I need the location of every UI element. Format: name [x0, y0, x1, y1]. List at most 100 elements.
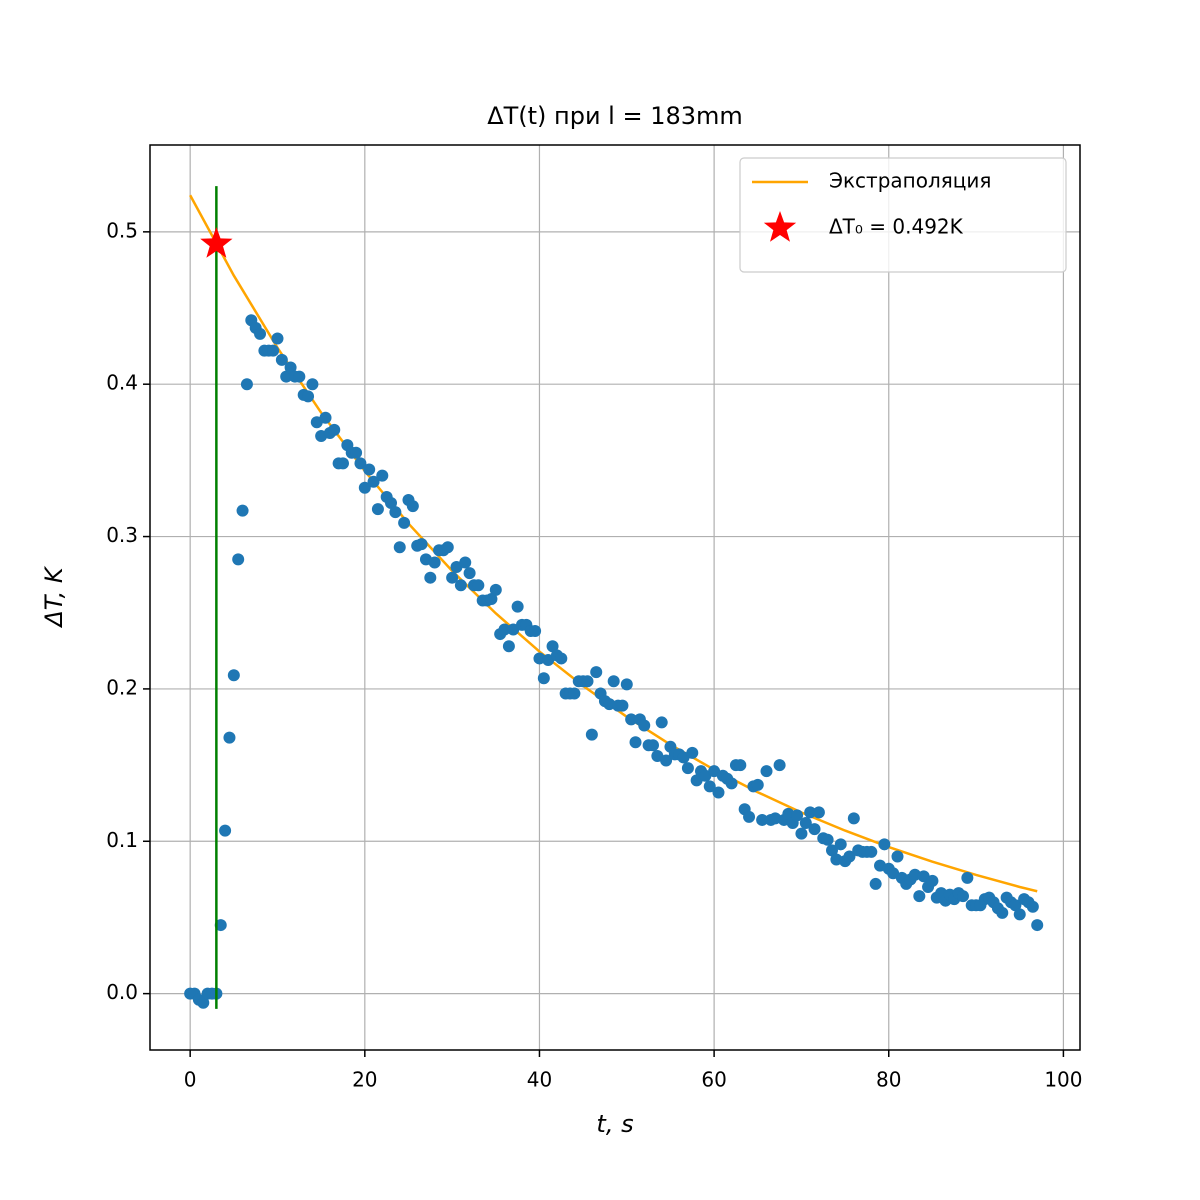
chart-title: ΔT(t) при l = 183mm: [487, 102, 743, 130]
point: [302, 390, 315, 403]
point: [913, 890, 926, 903]
point: [354, 457, 367, 470]
point: [625, 713, 638, 726]
point: [498, 623, 511, 636]
point: [568, 687, 581, 700]
point: [454, 579, 467, 592]
point: [590, 666, 603, 679]
point: [511, 600, 524, 613]
point: [712, 786, 725, 799]
point: [293, 370, 306, 383]
point: [214, 919, 227, 932]
point: [826, 844, 838, 857]
point: [812, 806, 825, 819]
point: [336, 457, 349, 470]
x-tick-label: 100: [1044, 1068, 1082, 1092]
point: [686, 746, 699, 759]
point: [306, 378, 319, 391]
y-tick-label: 0.1: [106, 828, 138, 852]
point: [620, 678, 633, 691]
point: [799, 816, 812, 829]
point: [681, 762, 694, 775]
y-tick-label: 0.2: [106, 675, 138, 699]
point: [869, 877, 882, 890]
point: [891, 850, 904, 863]
point: [1031, 919, 1044, 932]
point: [446, 571, 459, 584]
point: [489, 583, 502, 596]
point: [956, 890, 969, 903]
point: [254, 327, 267, 340]
x-tick-label: 0: [184, 1068, 197, 1092]
point: [791, 809, 804, 822]
point: [240, 378, 253, 391]
point: [847, 812, 860, 825]
x-tick-label: 20: [352, 1068, 377, 1092]
point: [865, 845, 878, 858]
point: [389, 506, 402, 519]
point: [393, 541, 406, 554]
point: [773, 759, 786, 772]
point: [376, 469, 389, 482]
legend-swatch: [763, 211, 797, 242]
point: [227, 669, 240, 682]
point: [961, 871, 974, 884]
point: [267, 344, 280, 357]
point: [428, 556, 441, 569]
point: [607, 675, 620, 688]
point: [358, 481, 371, 494]
point: [629, 736, 642, 749]
point: [502, 640, 515, 653]
point: [555, 652, 568, 665]
y-tick-label: 0.0: [106, 980, 138, 1004]
point: [546, 640, 559, 653]
point: [319, 411, 332, 424]
point: [284, 361, 297, 374]
star-marker: [200, 227, 233, 258]
point: [808, 823, 821, 836]
point: [996, 906, 1009, 919]
point: [485, 593, 498, 606]
point: [703, 780, 716, 793]
point: [441, 541, 454, 554]
x-axis-label: t, s: [596, 1110, 633, 1138]
point: [760, 765, 773, 778]
point: [804, 806, 817, 819]
point: [537, 672, 550, 685]
point: [350, 446, 363, 459]
point: [406, 500, 419, 513]
point: [646, 739, 659, 752]
point: [275, 353, 288, 366]
y-axis-label: ΔT, K: [40, 565, 68, 628]
point: [878, 838, 891, 851]
point: [472, 579, 485, 592]
point: [223, 731, 236, 744]
legend-label: ΔT₀ = 0.492K: [829, 215, 964, 239]
x-tick-label: 40: [527, 1068, 552, 1092]
x-tick-label: 80: [876, 1068, 901, 1092]
point: [459, 556, 472, 569]
point: [843, 850, 856, 863]
point: [1009, 899, 1022, 912]
legend-label: Экстраполяция: [829, 169, 991, 193]
point: [638, 719, 651, 732]
point: [581, 675, 594, 688]
point: [926, 874, 939, 887]
point: [415, 538, 428, 551]
point: [743, 810, 756, 823]
point: [1013, 908, 1026, 921]
point: [529, 625, 542, 638]
point: [616, 699, 629, 712]
point: [655, 716, 668, 729]
y-tick-label: 0.3: [106, 523, 138, 547]
point: [385, 497, 398, 510]
point: [371, 503, 384, 516]
point: [363, 463, 376, 476]
y-tick-label: 0.5: [106, 218, 138, 242]
plot-frame: [149, 144, 1081, 1051]
point: [463, 567, 476, 580]
point: [734, 759, 747, 772]
point: [1026, 900, 1039, 913]
point: [834, 838, 847, 851]
